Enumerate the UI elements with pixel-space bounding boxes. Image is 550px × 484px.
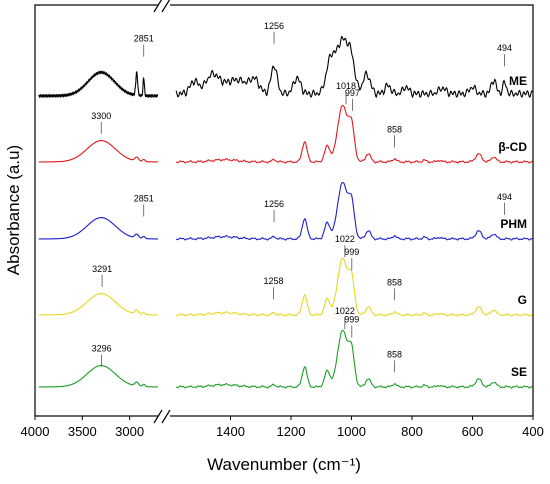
series-labels: ME β-CD PHM G SE: [498, 74, 527, 379]
spectrum-line-4-high: [38, 365, 158, 388]
spectrum-line-1-high: [38, 140, 158, 163]
x-tick-label-1-5: 400: [522, 424, 544, 439]
annotation-label-4-3: 858: [387, 349, 402, 359]
spectrum-line-0-high: [38, 70, 159, 99]
x-tick-label-1-3: 800: [401, 424, 423, 439]
spectrum-line-0-low: [175, 35, 533, 99]
x-tick-label-1-4: 600: [462, 424, 484, 439]
annotation-label-0-0: 2851: [134, 34, 154, 44]
axis-break-mark-top-1: [161, 0, 171, 13]
x-axis-ticks: 4000 3500 3000 1400 1200 1000 800 600 400: [21, 416, 544, 439]
annotation-label-4-2: 999: [344, 315, 359, 325]
series-label-2: PHM: [500, 217, 527, 231]
series-label-3: G: [518, 293, 527, 307]
x-tick-label-0-2: 3000: [115, 424, 144, 439]
annotation-label-4-1: 1022: [335, 306, 355, 316]
x-tick-label-1-1: 1200: [277, 424, 306, 439]
annotation-label-0-2: 494: [497, 43, 512, 53]
annotation-label-0-1: 1256: [264, 21, 284, 31]
axis-break-marks: [153, 0, 171, 424]
annotation-label-3-4: 858: [387, 277, 402, 287]
spectrum-line-2-low: [175, 181, 533, 241]
axis-break-mark-bottom-1: [161, 409, 171, 424]
annotation-label-2-0: 2851: [134, 193, 154, 203]
x-tick-label-0-0: 4000: [21, 424, 50, 439]
annotation-label-1-1: 1018: [336, 81, 356, 91]
series-label-0: ME: [509, 74, 527, 88]
annotation-label-3-0: 3291: [92, 264, 112, 274]
annotation-label-3-3: 1258: [263, 276, 283, 286]
x-tick-label-0-1: 3500: [68, 424, 97, 439]
x-axis-title: Wavenumber (cm⁻¹): [207, 455, 361, 474]
axis-break-mark-top-0: [153, 0, 163, 13]
spectrum-line-3-low: [175, 257, 533, 317]
plot-frame: [34, 4, 534, 417]
spectrum-line-4-low: [175, 329, 533, 389]
series-label-1: β-CD: [498, 140, 527, 154]
annotation-label-1-0: 3300: [91, 111, 111, 121]
x-tick-label-1-0: 1400: [216, 424, 245, 439]
series-label-4: SE: [511, 365, 527, 379]
y-axis-title: Absorbance (a.u): [4, 145, 23, 275]
annotation-label-1-2: 997: [345, 88, 360, 98]
annotation-label-2-2: 494: [497, 192, 512, 202]
axis-break-gap: [158, 2, 170, 419]
annotation-label-2-1: 1256: [264, 199, 284, 209]
x-tick-label-1-2: 1000: [337, 424, 366, 439]
spectra-curves: [38, 35, 533, 389]
annotation-label-3-1: 1022: [335, 234, 355, 244]
spectrum-line-2-high: [38, 217, 158, 240]
axis-break-mark-bottom-0: [153, 409, 163, 424]
annotation-label-3-2: 999: [344, 247, 359, 257]
spectrum-line-1-low: [175, 104, 533, 164]
spectrum-line-3-high: [38, 293, 158, 316]
annotation-label-1-3: 858: [387, 124, 402, 134]
annotation-label-4-0: 3296: [92, 344, 112, 354]
